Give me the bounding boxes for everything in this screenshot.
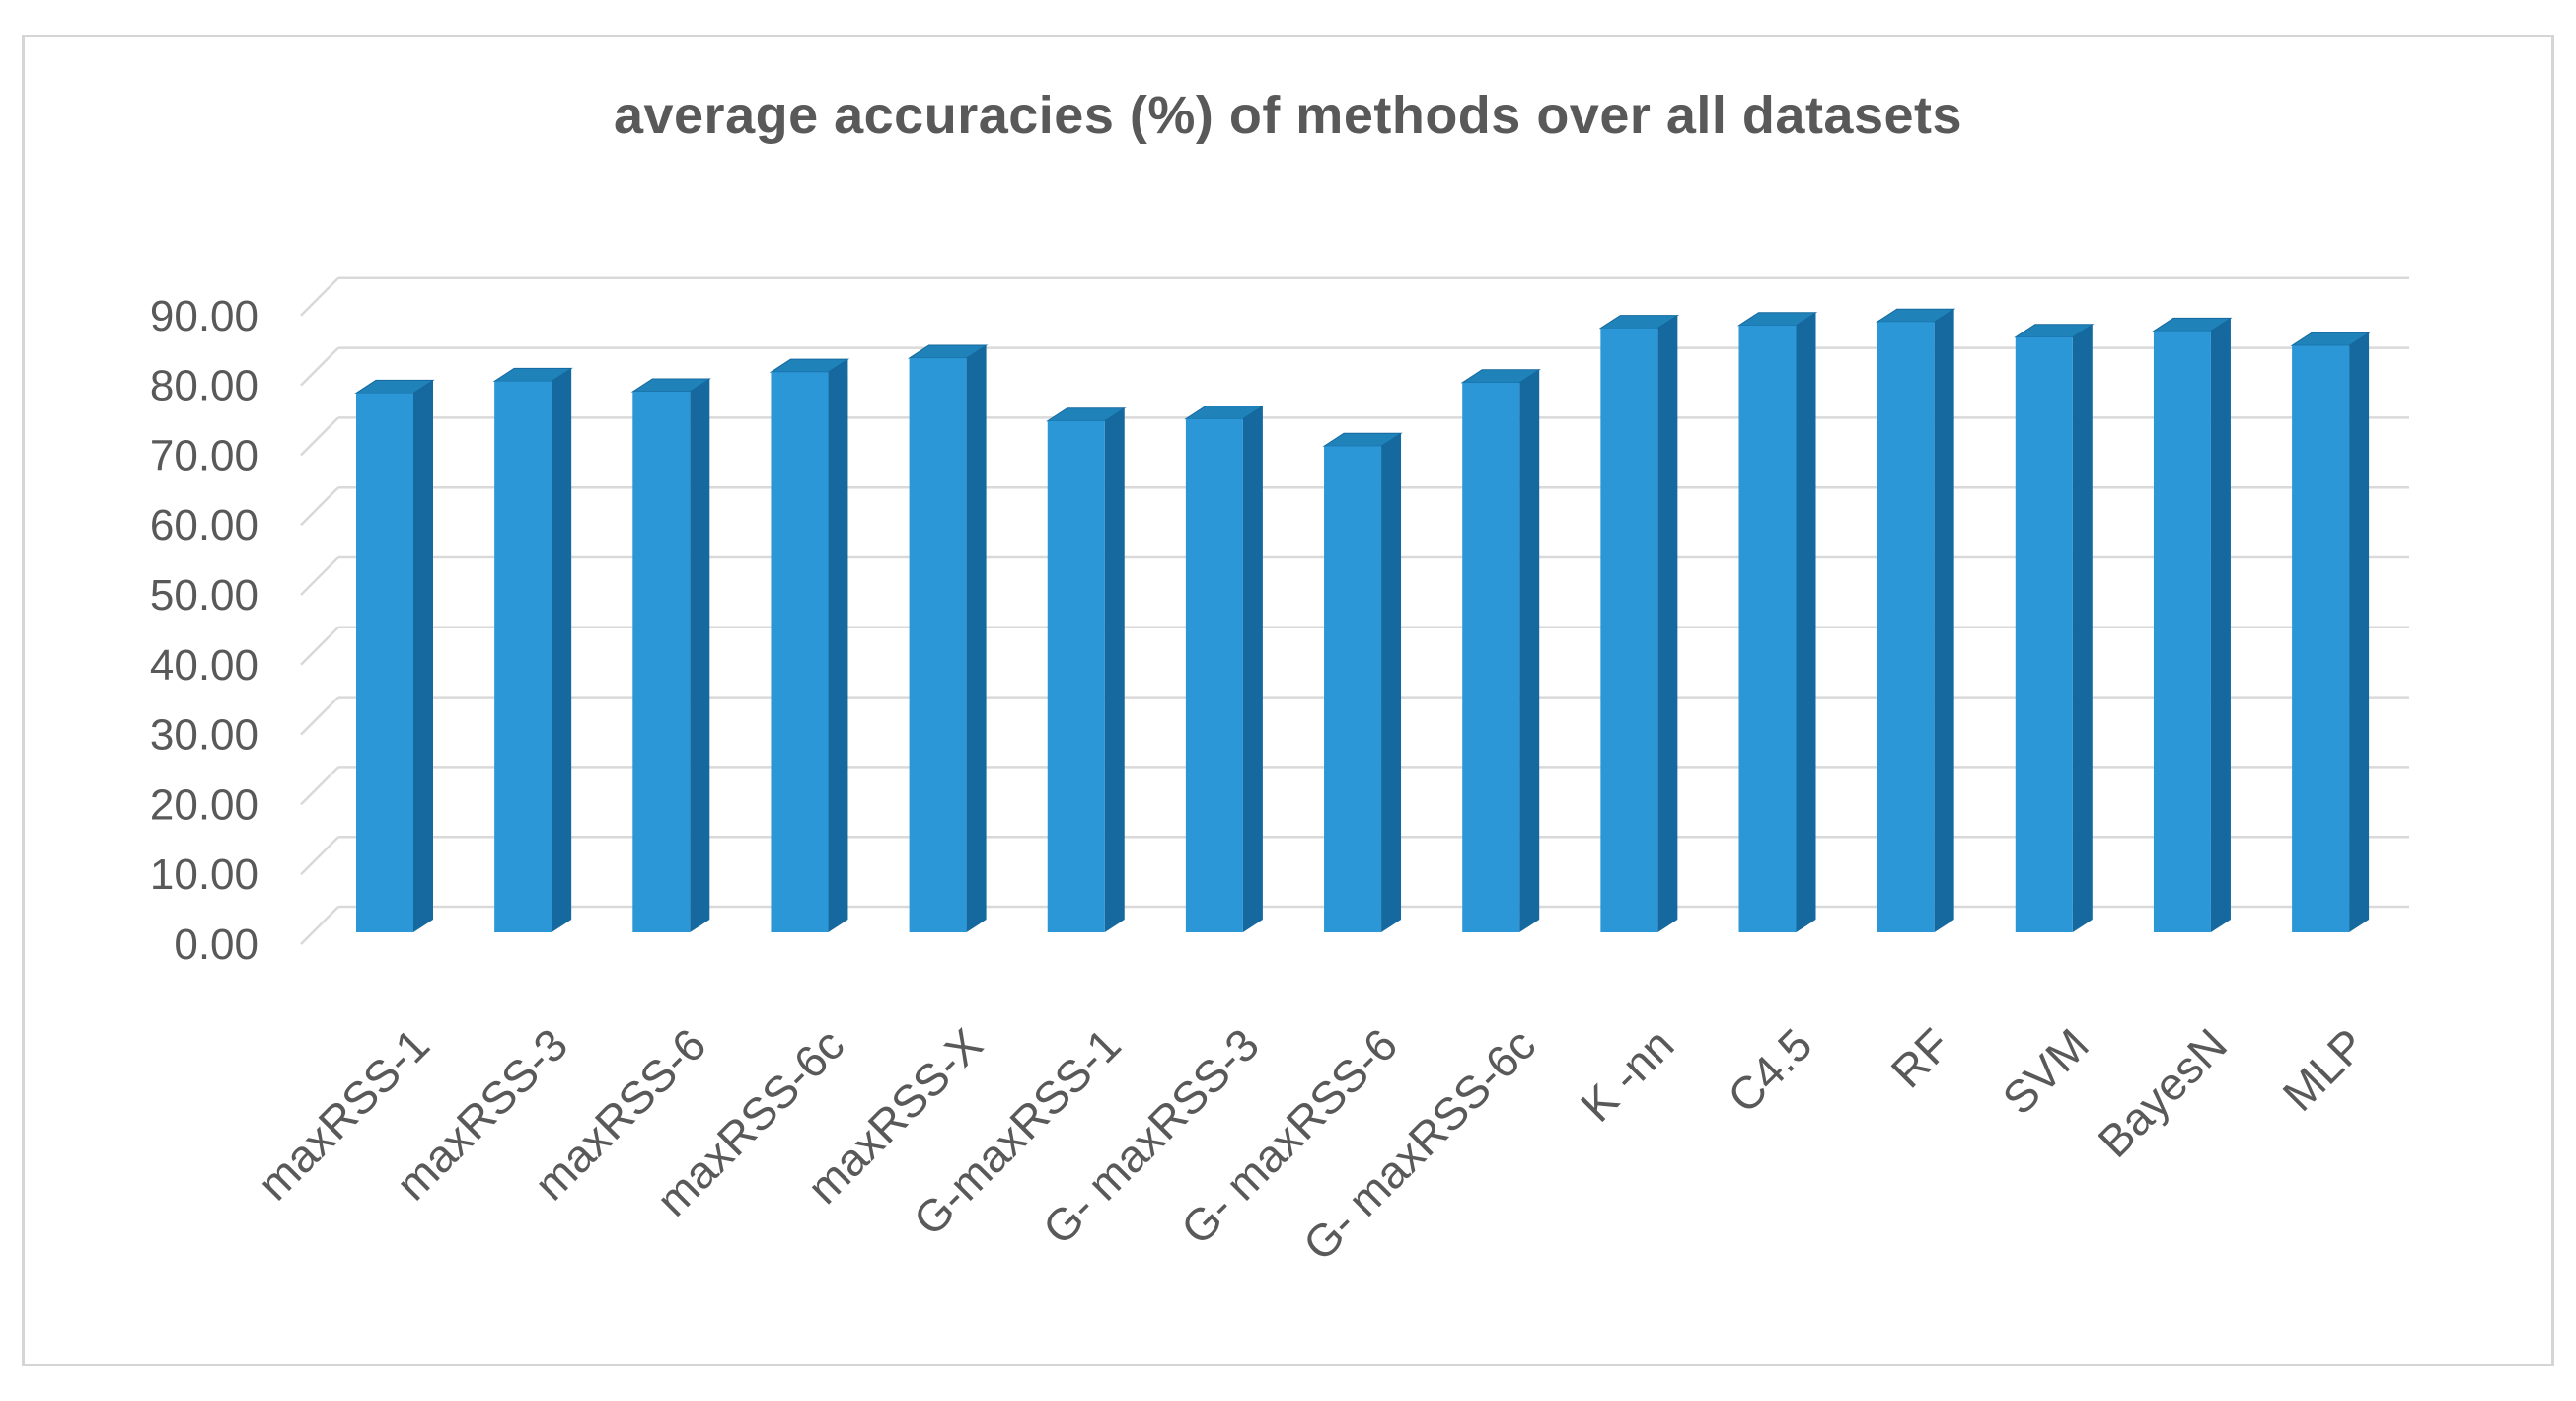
bar-side-face [1657,315,1678,933]
bar-G-maxRSS-1 [1046,407,1127,932]
bar-maxRSS-6c [769,358,850,933]
bar-front-face [771,372,829,933]
bar-side-face [2349,332,2370,932]
y-axis-tick-label: 60.00 [150,501,258,550]
bar-MLP [2290,332,2371,932]
bar-G- maxRSS-3 [1184,406,1265,932]
bar-maxRSS-6 [630,378,711,932]
y-axis-tick-label: 90.00 [150,292,258,340]
bar-front-face [356,393,413,932]
bar-maxRSS-X [907,344,989,932]
bar-RF [1875,308,1956,932]
axis-depth-tick-line [300,556,339,596]
bar-G- maxRSS-6c [1460,369,1541,933]
chart-frame: average accuracies (%) of methods over a… [22,35,2554,1366]
bar-front-face [909,358,967,932]
x-axis-category-label: BayesN [2088,1018,2237,1167]
bar-maxRSS-3 [492,367,573,932]
x-axis-category-label: C4.5 [1718,1018,1821,1122]
y-axis-tick-label: 20.00 [150,780,258,829]
axis-depth-tick-line [300,836,339,876]
chart-title: average accuracies (%) of methods over a… [613,86,1963,145]
bar-front-face [2292,345,2350,932]
bar-side-face [828,359,848,933]
bar-front-face [1324,446,1382,932]
axis-depth-tick-line [300,486,339,527]
bar-side-face [552,368,572,932]
bar-front-face [1738,325,1797,932]
bar-side-face [1104,407,1125,932]
bar-maxRSS-1 [354,379,435,932]
y-axis-tick-label: 50.00 [150,571,258,620]
bar-side-face [2210,318,2231,932]
y-axis-tick-label: 70.00 [150,431,258,479]
bar-front-face [1462,382,1520,933]
axis-depth-tick-line [300,696,339,736]
bar-front-face [2015,336,2073,932]
axis-depth-tick-line [300,346,339,387]
y-axis-tick-label: 80.00 [150,362,258,410]
x-axis-category-label: MLP [2273,1018,2376,1121]
bar-SVM [2014,324,2095,932]
x-axis-category-label: SVM [1993,1018,2098,1124]
bar-side-face [1519,369,1540,933]
bar-front-face [494,381,552,932]
bar-front-face [1185,418,1243,932]
axis-depth-tick-line [300,276,339,317]
bar-side-face [1796,312,1816,932]
bar-G- maxRSS-6 [1322,432,1403,932]
bar-side-face [1934,309,1954,932]
bar-side-face [966,345,987,932]
axis-depth-tick-line [300,416,339,457]
x-axis-category-label: RF [1881,1018,1960,1097]
axis-depth-tick-line [300,766,339,806]
x-axis-category-label: K -nn [1571,1018,1684,1132]
y-axis-tick-label: 0.00 [174,921,258,969]
y-axis-tick-label: 40.00 [150,641,258,690]
bar-side-face [690,379,710,932]
bar-BayesN [2152,317,2233,932]
bar-side-face [1242,406,1263,932]
bar-front-face [1047,420,1105,932]
bar-side-face [413,380,433,932]
y-axis-tick-label: 30.00 [150,711,258,760]
bar-front-face [632,392,691,932]
bar-side-face [2072,324,2093,932]
y-axis-tick-label: 10.00 [150,850,258,899]
bar-front-face [1877,322,1935,932]
bar-front-face [1600,328,1658,933]
axis-depth-tick-line [300,626,339,666]
bar-C4.5 [1736,312,1818,932]
bar-side-face [1381,433,1402,932]
bar-K -nn [1598,315,1680,933]
x-axis-category-label: G- maxRSS-6c [1293,1018,1545,1270]
axis-depth-tick-line [300,906,339,945]
bar-front-face [2153,331,2211,932]
